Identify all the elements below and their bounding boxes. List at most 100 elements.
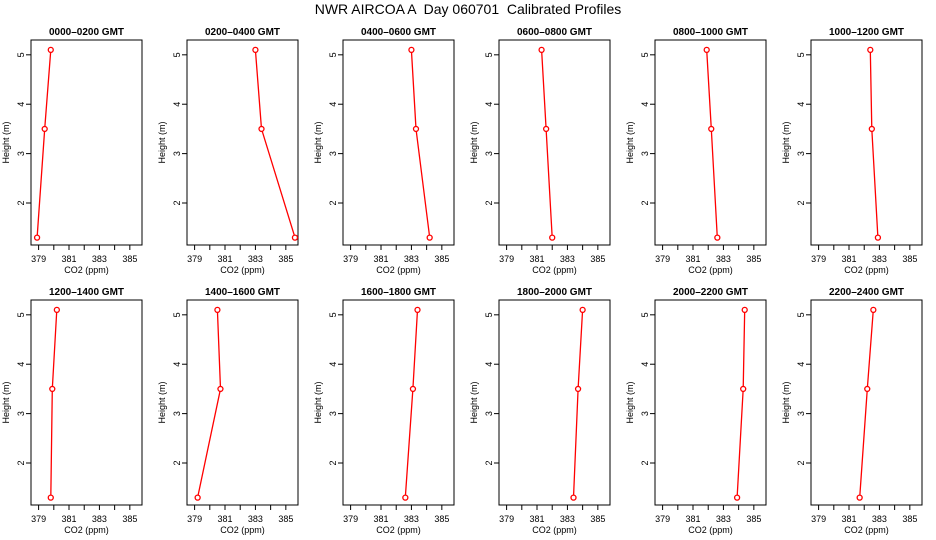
y-tick-label: 5: [16, 312, 26, 317]
x-tick-label: 381: [61, 254, 76, 264]
x-tick-label: 385: [590, 254, 605, 264]
data-point: [579, 306, 586, 314]
plot-frame: [30, 39, 143, 246]
x-tick-label: 381: [841, 514, 856, 524]
series-line: [869, 49, 879, 238]
y-axis-label: Height (m): [1, 121, 11, 163]
chart-panel-2: 0200–0400 GMT 379 381 383 385 2 3 4 5 CO2 (ppm) He…: [157, 27, 299, 275]
y-axis-label: Height (m): [157, 121, 167, 163]
x-tick-label: 383: [92, 254, 107, 264]
y-axis-label: Height (m): [781, 121, 791, 163]
y-tick-label: 3: [640, 411, 650, 416]
plot-frame: [30, 299, 143, 506]
y-tick-label: 3: [796, 411, 806, 416]
series-line: [706, 49, 718, 238]
y-tick-label: 3: [484, 151, 494, 156]
series-line: [410, 49, 431, 238]
y-tick-label: 2: [328, 461, 338, 466]
y-tick-label: 3: [16, 411, 26, 416]
data-point: [291, 234, 299, 241]
chart-panel-6: 1000–1200 GMT 379 381 383 385 2 3 4 5 CO2 (ppm) He…: [781, 27, 923, 275]
data-point: [864, 385, 871, 393]
data-point: [868, 125, 875, 133]
x-tick-label: 383: [248, 254, 263, 264]
x-tick-label: 383: [560, 254, 575, 264]
plot-frame: [342, 299, 455, 506]
x-tick-label: 381: [217, 514, 232, 524]
x-axis-label: CO2 (ppm): [64, 265, 109, 275]
series-line: [36, 49, 52, 238]
x-tick-label: 381: [841, 254, 856, 264]
x-tick-label: 381: [529, 514, 544, 524]
x-tick-label: 379: [187, 254, 202, 264]
data-point: [703, 46, 710, 54]
data-point: [252, 46, 259, 54]
y-tick-label: 5: [796, 52, 806, 57]
plot-frame: [342, 39, 455, 246]
chart-panel-11: 2000–2200 GMT 379 381 383 385 2 3 4 5 CO2 (ppm) He…: [625, 287, 767, 535]
series-line: [736, 309, 746, 498]
chart-panel-4: 0600–0800 GMT 379 381 383 385 2 3 4 5 CO2 (ppm) He…: [469, 27, 611, 275]
panel-title: 0200–0400 GMT: [205, 27, 280, 38]
x-tick-label: 381: [217, 254, 232, 264]
x-tick-label: 379: [31, 254, 46, 264]
y-tick-label: 5: [172, 52, 182, 57]
y-tick-label: 5: [796, 312, 806, 317]
panel-title: 1000–1200 GMT: [829, 27, 904, 38]
data-point: [426, 234, 433, 241]
plot-frame: [186, 39, 299, 246]
data-point: [33, 234, 41, 241]
x-axis-label: CO2 (ppm): [376, 525, 421, 535]
y-tick-label: 5: [328, 312, 338, 317]
data-point: [574, 385, 582, 393]
y-tick-label: 4: [640, 102, 650, 107]
x-axis-label: CO2 (ppm): [532, 525, 577, 535]
data-point: [258, 125, 265, 133]
series-line: [540, 49, 553, 238]
data-point: [714, 234, 721, 241]
data-point: [870, 306, 877, 314]
chart-panel-8: 1400–1600 GMT 379 381 383 385 2 3 4 5 CO2 (ppm) He…: [157, 287, 299, 535]
y-tick-label: 2: [796, 201, 806, 206]
y-axis-label: Height (m): [469, 381, 479, 423]
y-tick-label: 2: [172, 201, 182, 206]
panel-title: 1800–2000 GMT: [517, 287, 592, 298]
y-axis-label: Height (m): [313, 121, 323, 163]
x-tick-label: 379: [811, 254, 826, 264]
x-tick-label: 383: [92, 514, 107, 524]
x-axis-label: CO2 (ppm): [220, 525, 265, 535]
data-point: [412, 125, 420, 133]
series-line: [572, 309, 584, 498]
y-tick-label: 4: [172, 102, 182, 107]
x-tick-label: 381: [685, 254, 700, 264]
series-line: [50, 309, 58, 498]
page-title: NWR AIRCOA A Day 060701 Calibrated Profi…: [314, 1, 622, 17]
y-tick-label: 3: [328, 411, 338, 416]
y-tick-label: 3: [16, 151, 26, 156]
data-point: [409, 385, 417, 393]
series-line: [196, 309, 222, 498]
panel-title: 0600–0800 GMT: [517, 27, 592, 38]
x-tick-label: 385: [434, 254, 449, 264]
chart-panel-5: 0800–1000 GMT 379 381 383 385 2 3 4 5 CO2 (ppm) He…: [625, 27, 767, 275]
x-tick-label: 379: [811, 514, 826, 524]
panel-title: 0800–1000 GMT: [673, 27, 748, 38]
x-tick-label: 383: [248, 514, 263, 524]
x-axis-label: CO2 (ppm): [688, 265, 733, 275]
plot-frame: [498, 39, 611, 246]
x-tick-label: 383: [560, 514, 575, 524]
x-tick-label: 385: [746, 514, 761, 524]
y-tick-label: 3: [640, 151, 650, 156]
data-point: [214, 306, 221, 314]
y-tick-label: 5: [484, 312, 494, 317]
y-tick-label: 3: [172, 411, 182, 416]
x-tick-label: 385: [434, 514, 449, 524]
x-tick-label: 383: [716, 254, 731, 264]
chart-panel-1: 0000–0200 GMT 379 381 383 385 2 3 4 5 CO2 (ppm) He…: [1, 27, 143, 275]
y-tick-label: 4: [328, 102, 338, 107]
x-tick-label: 379: [655, 254, 670, 264]
y-tick-label: 5: [328, 52, 338, 57]
data-point: [217, 385, 224, 393]
x-tick-label: 381: [529, 254, 544, 264]
y-tick-label: 2: [16, 461, 26, 466]
